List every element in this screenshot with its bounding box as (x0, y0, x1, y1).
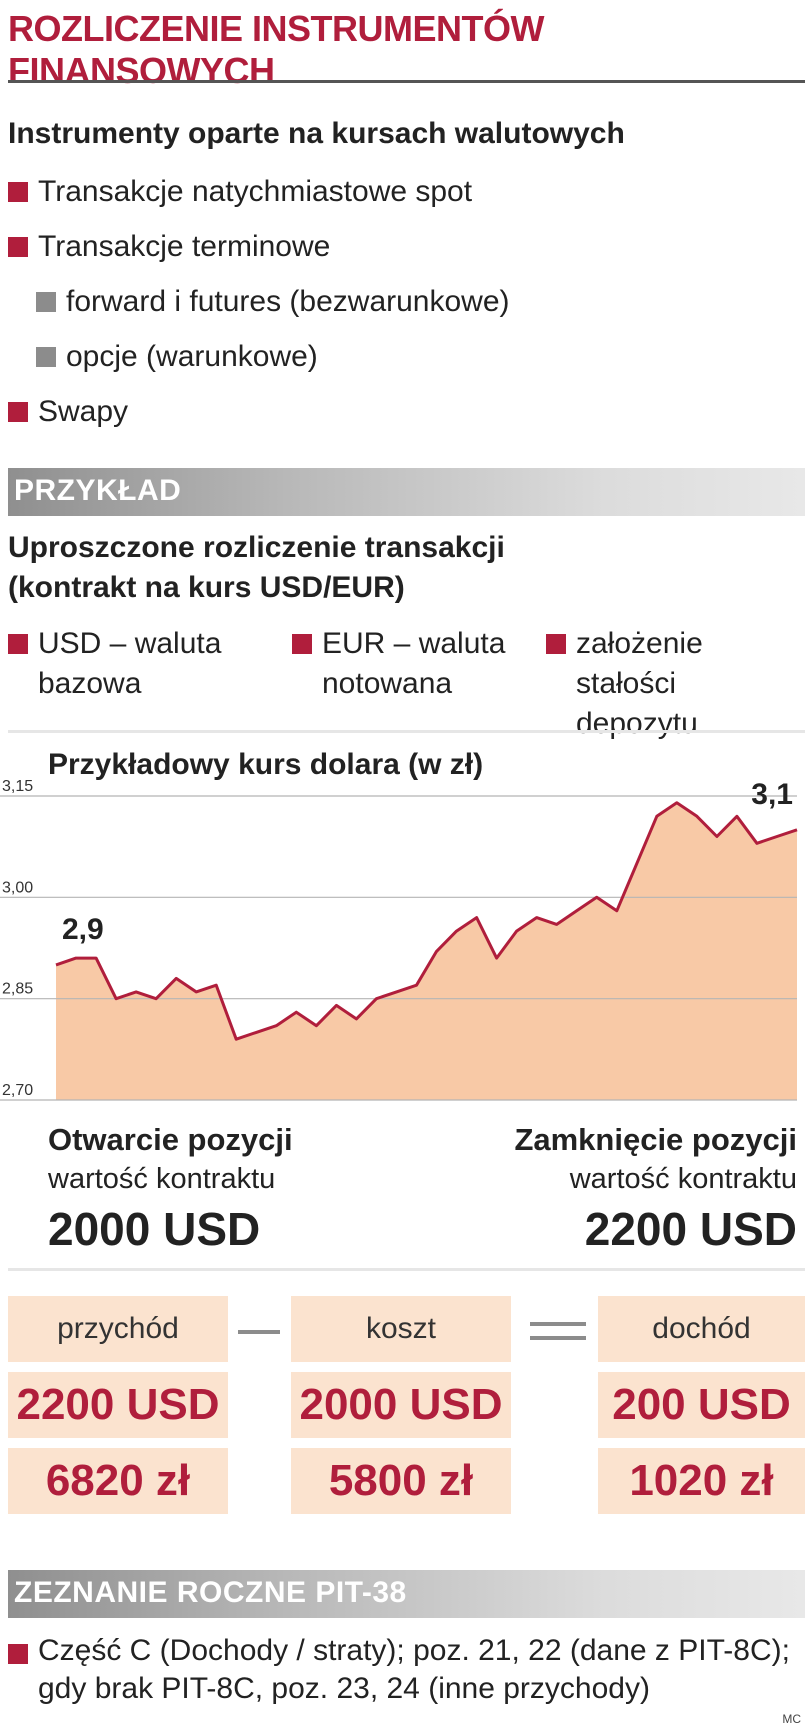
equals-icon-top-bar (530, 1322, 586, 1326)
cost-header: koszt (291, 1296, 511, 1362)
red-square-bullet-icon (8, 634, 28, 654)
list-item: Swapy (8, 384, 510, 439)
gray-square-bullet-icon (36, 291, 56, 312)
y-tick-label: 2,70 (2, 1082, 33, 1099)
gray-square-bullet-icon (36, 346, 56, 367)
list-item-label: Transakcje terminowe (38, 229, 331, 263)
pit-item-line1: Część C (Dochody / straty); poz. 21, 22 … (38, 1634, 790, 1667)
rate-line (55, 801, 798, 1041)
legend-line2: bazowa (38, 667, 142, 700)
income-usd: 200 USD (598, 1372, 805, 1438)
chart-divider (8, 730, 805, 733)
section-heading-instruments: Instrumenty oparte na kursach walutowych (8, 117, 625, 150)
y-tick-label: 3,00 (2, 879, 33, 896)
red-square-bullet-icon (8, 401, 28, 422)
revenue-usd: 2200 USD (8, 1372, 228, 1438)
red-square-bullet-icon (8, 181, 28, 202)
pit-band-label: ZEZNANIE ROCZNE PIT-38 (14, 1576, 407, 1609)
list-item: Transakcje natychmiastowe spot (8, 164, 510, 219)
list-subitem: forward i futures (bezwarunkowe) (8, 274, 510, 329)
open-position-sublabel: wartość kontraktu (48, 1163, 276, 1195)
data-label: 3,1 (751, 780, 793, 811)
legend-line1: USD – waluta (38, 627, 222, 660)
rate-area (56, 802, 797, 1100)
page-title: ROZLICZENIE INSTRUMENTÓW FINANSOWYCH (8, 8, 544, 91)
close-position-label: Zamknięcie pozycji (514, 1122, 797, 1157)
example-heading-line1: Uproszczone rozliczenie transakcji (8, 531, 505, 564)
red-square-bullet-icon (292, 634, 312, 654)
equals-icon-bottom-bar (530, 1336, 586, 1340)
instruments-list: Transakcje natychmiastowe spot Transakcj… (8, 164, 510, 439)
open-position-value: 2000 USD (48, 1203, 261, 1255)
legend-line1: założenie stałości (576, 627, 703, 700)
minus-icon (238, 1330, 280, 1334)
red-square-bullet-icon (8, 1644, 28, 1664)
list-subitem: opcje (warunkowe) (8, 329, 510, 384)
close-position-value: 2200 USD (584, 1203, 797, 1255)
legend-line2: depozytu (576, 707, 698, 740)
pit-band: ZEZNANIE ROCZNE PIT-38 (8, 1570, 805, 1618)
income-pln: 1020 zł (598, 1448, 805, 1514)
pit-item-text: Część C (Dochody / straty); poz. 21, 22 … (38, 1632, 805, 1708)
open-position: Otwarcie pozycji wartość kontraktu 2000 … (48, 1120, 408, 1260)
pit-item: Część C (Dochody / straty); poz. 21, 22 … (8, 1632, 805, 1708)
pit-item-line2: gdy brak PIT-8C, poz. 23, 24 (inne przyc… (38, 1672, 650, 1705)
author-credit: MC (782, 1712, 801, 1726)
example-band: PRZYKŁAD (8, 468, 805, 516)
revenue-pln: 6820 zł (8, 1448, 228, 1514)
close-position-sublabel: wartość kontraktu (569, 1163, 797, 1195)
revenue-header: przychód (8, 1296, 228, 1362)
legend-text: USD – waluta bazowa (38, 624, 238, 704)
list-item-label: opcje (warunkowe) (66, 339, 318, 373)
y-tick-label: 3,15 (2, 780, 33, 795)
list-item-label: Swapy (38, 394, 129, 428)
income-header: dochód (598, 1296, 805, 1362)
list-item: Transakcje terminowe (8, 219, 510, 274)
legend-line2: notowana (322, 667, 453, 700)
legend-text: założenie stałości depozytu (576, 624, 805, 744)
chart-title: Przykładowy kurs dolara (w zł) (48, 748, 484, 781)
open-position-label: Otwarcie pozycji (48, 1122, 293, 1157)
legend-item-usd: USD – waluta bazowa (8, 624, 238, 704)
legend-line1: EUR – waluta (322, 627, 506, 660)
example-heading-line2: (kontrakt na kurs USD/EUR) (8, 571, 405, 604)
calc-divider (8, 1268, 805, 1271)
cost-pln: 5800 zł (291, 1448, 511, 1514)
close-position: Zamknięcie pozycji wartość kontraktu 220… (437, 1120, 797, 1260)
y-tick-label: 2,85 (2, 981, 33, 998)
title-divider (8, 80, 805, 83)
example-legend: USD – waluta bazowa EUR – waluta notowan… (8, 624, 805, 740)
list-item-label: forward i futures (bezwarunkowe) (66, 284, 510, 318)
data-label: 2,9 (62, 913, 104, 946)
cost-usd: 2000 USD (291, 1372, 511, 1438)
income-calculation: przychód 2200 USD 6820 zł koszt 2000 USD… (8, 1296, 805, 1514)
red-square-bullet-icon (546, 634, 566, 654)
legend-item-eur: EUR – waluta notowana (292, 624, 522, 704)
red-square-bullet-icon (8, 236, 28, 257)
legend-item-deposit: założenie stałości depozytu (546, 624, 805, 744)
example-band-label: PRZYKŁAD (14, 474, 182, 507)
legend-text: EUR – waluta notowana (322, 624, 522, 704)
list-item-label: Transakcje natychmiastowe spot (38, 174, 473, 208)
exchange-rate-chart: 3,15 3,00 2,85 2,70 2,9 3,1 (0, 780, 798, 1101)
